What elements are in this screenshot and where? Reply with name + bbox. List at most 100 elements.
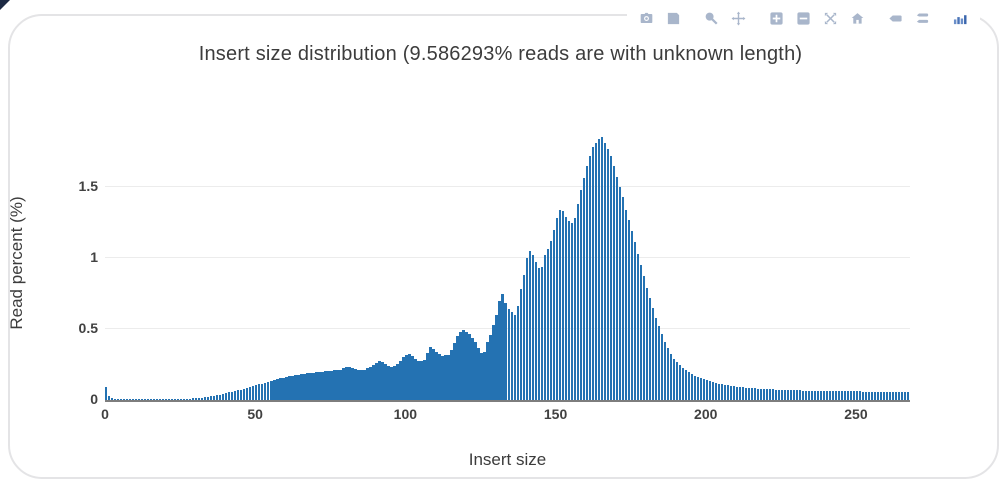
histogram-bar — [399, 360, 402, 400]
histogram-bar — [246, 387, 249, 400]
histogram-bar — [366, 368, 369, 400]
histogram-bar — [816, 390, 820, 400]
histogram-bar — [384, 363, 387, 400]
histogram-bar — [318, 371, 321, 400]
histogram-bar — [405, 354, 408, 400]
histogram-bar — [624, 209, 627, 400]
histogram-bar — [795, 390, 799, 400]
histogram-bar — [786, 390, 790, 400]
histogram-bar — [483, 351, 486, 400]
histogram-bar — [276, 379, 279, 400]
histogram-bar — [183, 398, 186, 400]
pan-icon[interactable] — [725, 6, 752, 30]
histogram-bar — [855, 391, 859, 400]
home-icon[interactable] — [844, 6, 871, 30]
y-tick-label: 0.5 — [78, 320, 98, 336]
y-tick-label: 0 — [90, 391, 98, 407]
histogram-bar — [486, 341, 489, 400]
histogram-bar — [843, 391, 847, 400]
histogram-bar — [351, 367, 354, 400]
histogram-plot-area[interactable] — [105, 100, 910, 402]
histogram-bar — [570, 222, 573, 400]
histogram-bar — [540, 266, 543, 400]
histogram-bar — [417, 360, 420, 400]
histogram-bar — [207, 396, 210, 400]
histogram-bar — [852, 391, 856, 400]
histogram-bar — [219, 394, 222, 400]
histogram-bar — [165, 399, 168, 400]
histogram-bar — [516, 306, 519, 400]
histogram-bar — [243, 388, 246, 400]
histogram-bar — [717, 383, 721, 400]
histogram-bar — [159, 399, 162, 400]
histogram-bar — [501, 293, 504, 400]
histogram-bar — [564, 216, 567, 400]
zoom-icon[interactable] — [698, 6, 725, 30]
histogram-bar — [792, 390, 796, 400]
histogram-bar — [762, 388, 766, 400]
histogram-bar — [522, 275, 525, 400]
zoom-out-icon[interactable] — [790, 6, 817, 30]
x-tick-label: 150 — [543, 406, 568, 422]
histogram-bar — [537, 267, 540, 400]
histogram-bar — [789, 390, 793, 400]
hover-compare-icon[interactable] — [909, 6, 936, 30]
histogram-bar — [504, 303, 507, 400]
histogram-bar — [120, 399, 123, 400]
histogram-bar — [441, 355, 444, 400]
histogram-bar — [117, 399, 120, 400]
histogram-bar — [369, 367, 372, 400]
histogram-bar — [846, 391, 850, 400]
histogram-bar — [873, 391, 877, 400]
histogram-bar — [213, 395, 216, 400]
histogram-bar — [555, 218, 558, 400]
histogram-bar — [333, 370, 336, 400]
y-axis-tick-labels: 0 0.5 1 1.5 — [48, 100, 98, 406]
gridline — [105, 186, 910, 187]
histogram-bar — [849, 391, 853, 400]
histogram-bar — [321, 371, 324, 400]
histogram-bar — [126, 399, 129, 400]
histogram-bar — [876, 391, 880, 400]
histogram-bar — [837, 391, 841, 400]
camera-icon[interactable] — [633, 6, 660, 30]
autoscale-icon[interactable] — [817, 6, 844, 30]
histogram-bar — [774, 389, 778, 400]
histogram-bar — [777, 389, 781, 400]
histogram-bar — [597, 138, 600, 400]
histogram-bar — [411, 355, 414, 400]
histogram-bar — [633, 242, 636, 400]
histogram-bar — [699, 378, 703, 400]
histogram-bar — [402, 357, 405, 400]
histogram-bar — [153, 399, 156, 400]
histogram-bar — [585, 165, 588, 400]
histogram-bar — [432, 348, 435, 400]
hover-closest-icon[interactable] — [882, 6, 909, 30]
histogram-bar — [897, 391, 901, 400]
save-icon[interactable] — [660, 6, 687, 30]
plotly-logo-icon[interactable] — [947, 6, 974, 30]
histogram-bar — [465, 331, 468, 400]
zoom-in-icon[interactable] — [763, 6, 790, 30]
histogram-bar — [627, 219, 630, 400]
histogram-bar — [111, 398, 114, 400]
histogram-bar — [819, 390, 823, 400]
histogram-bar — [387, 366, 390, 400]
histogram-bar — [630, 231, 633, 400]
histogram-bar — [327, 371, 330, 400]
histogram-bar — [468, 333, 471, 400]
histogram-bar — [234, 391, 237, 400]
histogram-bar — [561, 211, 564, 400]
histogram-bar — [582, 178, 585, 400]
histogram-bar — [375, 362, 378, 400]
histogram-bar — [393, 366, 396, 400]
histogram-bar — [546, 249, 549, 400]
histogram-bar — [282, 377, 285, 400]
histogram-bar — [879, 391, 883, 400]
histogram-bar — [867, 391, 871, 400]
histogram-bar — [864, 391, 868, 400]
histogram-bar — [711, 382, 715, 400]
histogram-bar — [861, 391, 865, 400]
histogram-bar — [381, 361, 384, 400]
histogram-bar — [192, 398, 195, 400]
